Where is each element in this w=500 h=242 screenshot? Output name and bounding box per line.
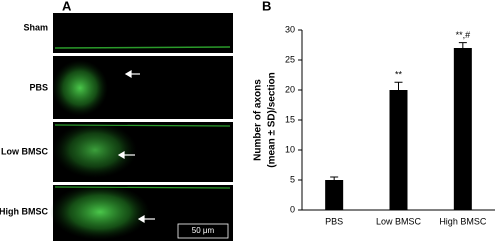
y-tick-label: 30 <box>285 24 295 34</box>
value-label: **,# <box>456 30 471 40</box>
x-tick-label: Low BMSC <box>376 216 422 226</box>
row-label: Sham <box>23 22 48 32</box>
y-axis-label: (mean ± SD)/section <box>267 72 278 168</box>
bar <box>389 90 408 210</box>
scale-bar-label: 50 μm <box>192 226 215 235</box>
x-tick-label: High BMSC <box>439 216 487 226</box>
error-bar <box>458 42 467 48</box>
row-label: High BMSC <box>0 206 48 216</box>
value-label: ** <box>395 70 403 80</box>
panel-label: A <box>62 0 72 13</box>
micrographs <box>50 13 233 241</box>
y-axis-label: Number of axons <box>253 79 264 161</box>
y-tick-label: 5 <box>290 174 295 184</box>
bar <box>325 180 344 210</box>
row-label: PBS <box>29 82 48 92</box>
x-tick-label: PBS <box>325 216 343 226</box>
error-bar <box>394 81 403 90</box>
y-tick-label: 15 <box>285 114 295 124</box>
y-tick-label: 25 <box>285 54 295 64</box>
y-tick-label: 20 <box>285 84 295 94</box>
y-tick-label: 0 <box>290 204 295 214</box>
panel-label: B <box>262 0 271 13</box>
row-label: Low BMSC <box>1 146 48 156</box>
y-tick-label: 10 <box>285 144 295 154</box>
bar <box>453 48 472 210</box>
error-bar <box>330 176 339 180</box>
